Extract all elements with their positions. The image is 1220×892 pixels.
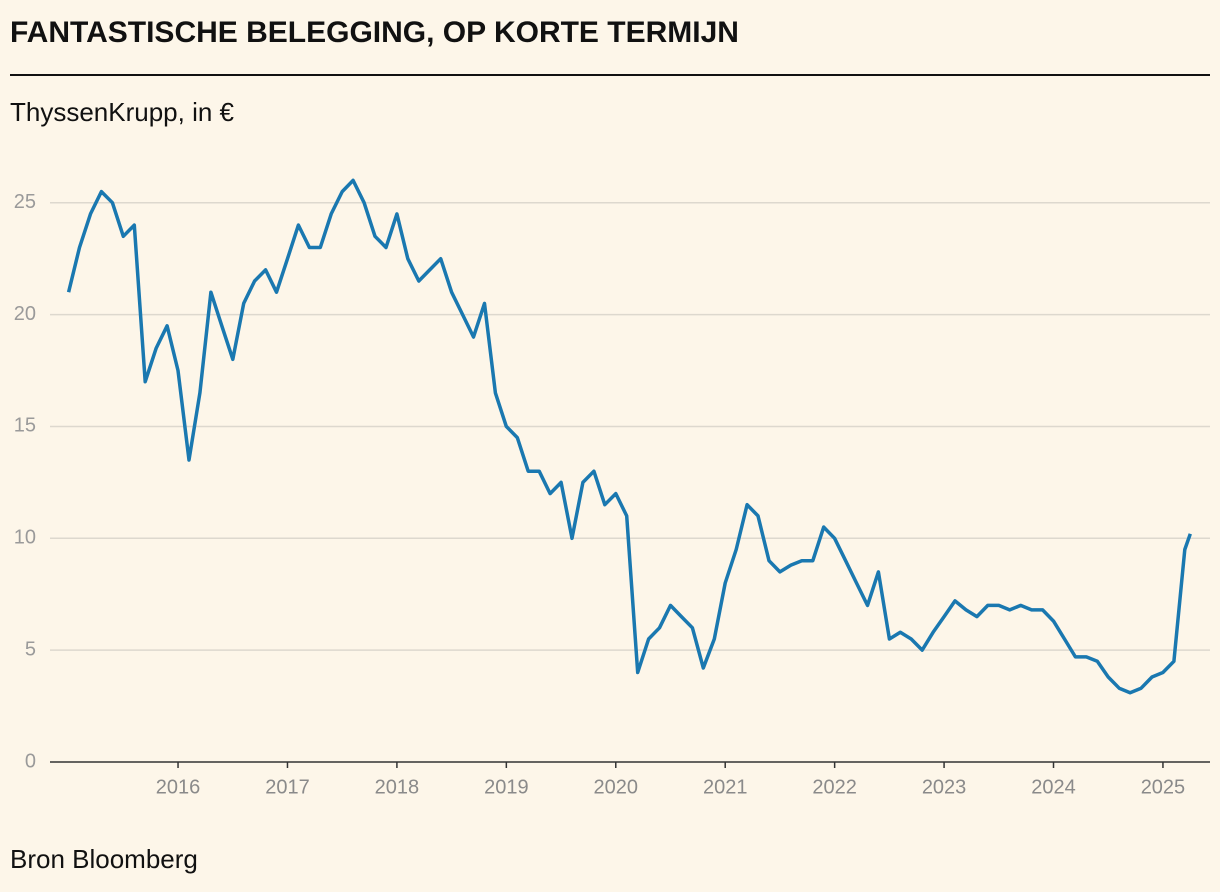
y-tick-label: 25	[14, 191, 36, 213]
x-tick-label: 2016	[156, 776, 201, 798]
x-tick-label: 2024	[1031, 776, 1076, 798]
y-tick-label: 5	[25, 638, 36, 660]
chart-title: FANTASTISCHE BELEGGING, OP KORTE TERMIJN	[10, 16, 739, 49]
chart-subtitle: ThyssenKrupp, in €	[10, 97, 235, 127]
y-tick-label: 20	[14, 303, 36, 325]
x-tick-label: 2018	[375, 776, 420, 798]
source: Bron Bloomberg	[10, 844, 198, 874]
x-tick-label: 2021	[703, 776, 748, 798]
x-tick-label: 2017	[265, 776, 310, 798]
x-tick-label: 2023	[922, 776, 967, 798]
y-tick-label: 15	[14, 415, 36, 437]
y-tick-label: 0	[25, 750, 36, 772]
line-series	[66, 178, 1192, 695]
y-tick-label: 10	[14, 527, 36, 549]
x-tick-label: 2025	[1141, 776, 1186, 798]
x-tick-label: 2022	[812, 776, 857, 798]
x-tick-label: 2019	[484, 776, 529, 798]
x-tick-label: 2020	[594, 776, 639, 798]
